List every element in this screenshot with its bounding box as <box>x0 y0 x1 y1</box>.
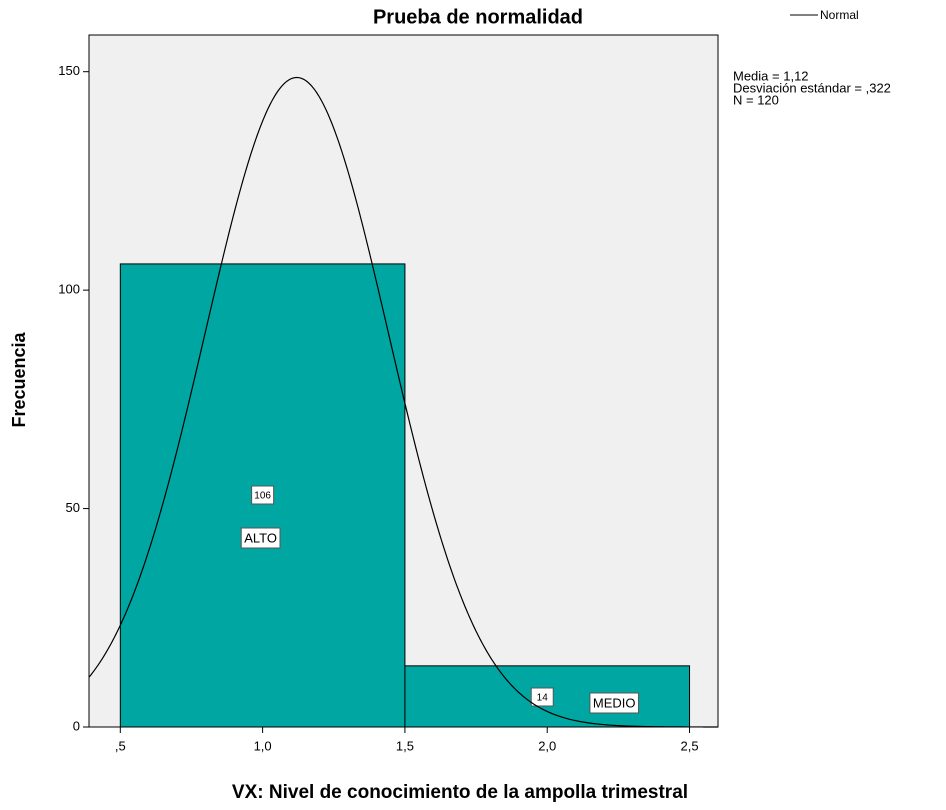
y-tick-label: 0 <box>73 718 80 733</box>
bar-label-box <box>240 527 281 549</box>
y-tick-label: 100 <box>58 282 80 297</box>
value-label-box <box>251 485 275 505</box>
x-tick-label: ,5 <box>115 738 126 753</box>
value-label: 106 <box>254 491 271 502</box>
stats-text: N = 120 <box>733 92 779 107</box>
stats-text: Media = 1,12 <box>733 68 809 83</box>
y-tick-label: 50 <box>66 500 80 515</box>
legend-label: Normal <box>820 8 859 22</box>
bar-label-box <box>589 692 640 714</box>
value-label: 14 <box>537 693 549 704</box>
x-tick-label: 1,0 <box>254 738 272 753</box>
x-tick-label: 2,0 <box>538 738 556 753</box>
chart-title: Prueba de normalidad <box>373 6 583 28</box>
x-axis-label: VX: Nivel de conocimiento de la ampolla … <box>232 782 688 803</box>
x-tick-label: 1,5 <box>396 738 414 753</box>
y-tick-label: 150 <box>58 63 80 78</box>
bar-label: MEDIO <box>593 695 636 710</box>
bar-label: ALTO <box>244 530 277 545</box>
stats-text: Desviación estándar = ,322 <box>733 80 891 95</box>
y-axis-label: Frecuencia <box>9 331 29 427</box>
normal-curve <box>88 76 718 728</box>
value-label-box <box>530 687 554 707</box>
x-tick-label: 2,5 <box>680 738 698 753</box>
